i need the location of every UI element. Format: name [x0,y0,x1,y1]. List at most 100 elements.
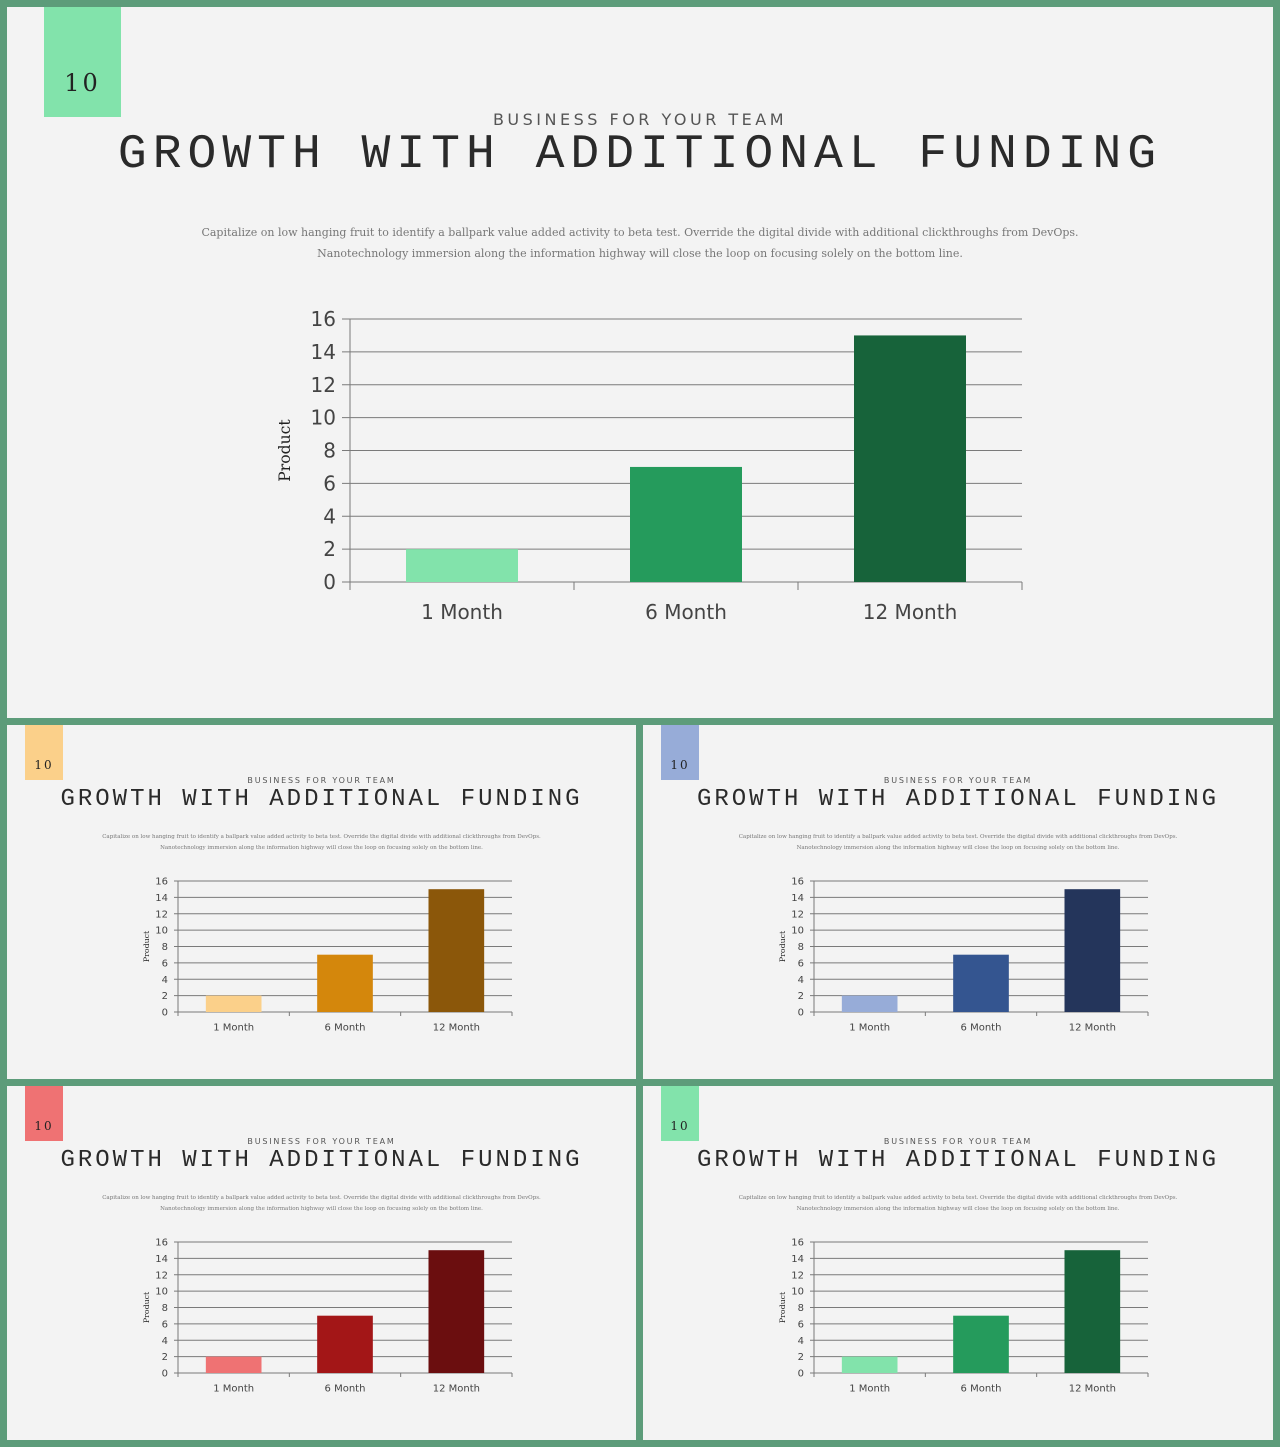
bar [317,1315,373,1373]
y-axis-title: Product [276,419,294,482]
slide-number: 10 [670,758,690,772]
x-category-label: 1 Month [213,1023,254,1034]
slide-number: 10 [64,69,101,97]
slide-thumbnail-blue: 10 BUSINESS FOR YOUR TEAM GROWTH WITH AD… [643,725,1273,1079]
x-category-label: 6 Month [961,1384,1002,1395]
y-tick-label: 2 [162,991,168,1002]
bar [1064,889,1121,1012]
y-tick-label: 2 [798,991,804,1002]
y-tick-label: 14 [155,1254,168,1265]
bar [841,1356,898,1373]
y-tick-label: 4 [798,1336,804,1347]
slide-number: 10 [34,1119,54,1133]
y-tick-label: 4 [798,975,804,986]
slide-subtitle: BUSINESS FOR YOUR TEAM [247,1137,396,1146]
bar [428,889,485,1012]
bar [205,995,262,1012]
slide-thumbnail-red: 10 BUSINESS FOR YOUR TEAM GROWTH WITH AD… [7,1086,636,1440]
x-category-label: 6 Month [325,1023,366,1034]
y-tick-label: 6 [798,958,804,969]
slide-number-badge: 10 [25,725,63,780]
y-tick-label: 12 [791,1270,804,1281]
y-tick-label: 8 [162,942,168,953]
bar [953,1315,1009,1373]
slide-description: Capitalize on low hanging fruit to ident… [102,1195,541,1212]
x-category-label: 12 Month [433,1384,480,1395]
bar-chart: 0 2 4 6 8 10 12 14 16 1 Month 6 Month 12 Month Produ… [142,877,513,1034]
x-category-label: 12 Month [863,600,958,624]
x-category-label: 12 Month [433,1023,480,1034]
x-category-label: 6 Month [961,1023,1002,1034]
slide-main: 10 BUSINESS FOR YOUR TEAM GROWTH WITH AD… [7,7,1273,718]
y-axis-title: Product [778,1291,787,1323]
y-tick-label: 6 [162,1319,168,1330]
y-tick-label: 10 [155,1287,168,1298]
x-category-label: 12 Month [1069,1384,1116,1395]
slide-thumbnail-orange: 10 BUSINESS FOR YOUR TEAM GROWTH WITH AD… [7,725,636,1079]
slide-description: Capitalize on low hanging fruit to ident… [102,834,541,851]
y-tick-label: 12 [155,1270,168,1281]
x-category-label: 1 Month [849,1023,890,1034]
y-tick-label: 12 [791,909,804,920]
y-tick-label: 10 [791,1287,804,1298]
y-tick-label: 16 [155,877,168,888]
bar-chart: 0 2 4 6 8 10 12 14 16 1 Month 6 Month 12 Month Produ… [778,1238,1149,1395]
slide-title: GROWTH WITH ADDITIONAL FUNDING [696,786,1220,813]
x-category-label: 1 Month [213,1384,254,1395]
x-category-label: 6 Month [645,600,727,624]
y-tick-label: 8 [798,1303,804,1314]
y-tick-label: 4 [162,975,168,986]
bar [630,466,742,582]
slide-title: GROWTH WITH ADDITIONAL FUNDING [117,128,1163,182]
y-tick-label: 14 [311,340,336,364]
y-tick-label: 2 [323,537,336,561]
slide-title: GROWTH WITH ADDITIONAL FUNDING [60,786,583,813]
y-tick-label: 8 [798,942,804,953]
slide-description: Capitalize on low hanging fruit to ident… [738,1195,1178,1212]
y-tick-label: 16 [311,307,336,331]
y-axis-title: Product [142,930,151,962]
bar-chart: 0 2 4 6 8 10 12 14 16 1 Month 6 Month 12 Month Produ… [276,307,1023,624]
bar-chart: 0 2 4 6 8 10 12 14 16 1 Month 6 Month 12 Month Produ… [778,877,1149,1034]
y-tick-label: 16 [791,1238,804,1249]
slide-number-badge: 10 [44,7,121,117]
slide-subtitle: BUSINESS FOR YOUR TEAM [492,110,788,129]
y-tick-label: 14 [791,1254,804,1265]
x-category-label: 1 Month [849,1384,890,1395]
y-tick-label: 12 [155,909,168,920]
slide-number-badge: 10 [661,725,699,780]
y-tick-label: 8 [323,439,336,463]
y-tick-label: 12 [311,373,336,397]
slide-number: 10 [34,758,54,772]
y-axis-title: Product [142,1291,151,1323]
y-tick-label: 0 [323,570,336,594]
slide-number-badge: 10 [25,1086,63,1141]
slide-title: GROWTH WITH ADDITIONAL FUNDING [696,1147,1220,1174]
slide-number: 10 [670,1119,690,1133]
y-tick-label: 0 [798,1369,804,1380]
y-tick-label: 0 [162,1369,168,1380]
y-tick-label: 16 [155,1238,168,1249]
y-tick-label: 4 [323,504,336,528]
slide-description: Capitalize on low hanging fruit to ident… [201,226,1079,260]
y-tick-label: 6 [323,471,336,495]
y-tick-label: 10 [311,406,336,430]
bar [406,549,518,582]
y-tick-label: 6 [162,958,168,969]
x-category-label: 12 Month [1069,1023,1116,1034]
y-tick-label: 10 [791,926,804,937]
y-tick-label: 0 [798,1008,804,1019]
y-tick-label: 14 [791,893,804,904]
bar [953,954,1009,1012]
bar [205,1356,262,1373]
y-tick-label: 2 [162,1352,168,1363]
bar [1064,1250,1121,1373]
slide-number-badge: 10 [661,1086,699,1141]
slide-subtitle: BUSINESS FOR YOUR TEAM [883,1137,1033,1146]
bar-chart: 0 2 4 6 8 10 12 14 16 1 Month 6 Month 12 Month Produ… [142,1238,513,1395]
slide-thumbnail-green: 10 BUSINESS FOR YOUR TEAM GROWTH WITH AD… [643,1086,1273,1440]
x-category-label: 6 Month [325,1384,366,1395]
slide-title: GROWTH WITH ADDITIONAL FUNDING [60,1147,583,1174]
slide-subtitle: BUSINESS FOR YOUR TEAM [247,776,396,785]
y-tick-label: 4 [162,1336,168,1347]
